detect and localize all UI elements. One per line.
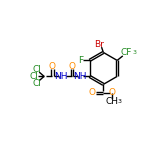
Text: Br: Br [94,40,104,49]
Text: 3: 3 [132,50,136,55]
Text: Cl: Cl [32,79,41,88]
Text: Cl: Cl [29,72,38,81]
Text: O: O [109,88,116,97]
Text: 3: 3 [117,99,121,104]
Text: CF: CF [121,48,132,57]
Text: O: O [89,88,96,97]
Text: Cl: Cl [32,65,41,74]
Text: F: F [78,56,83,65]
Text: O: O [49,62,56,71]
Text: O: O [68,62,75,71]
Text: CH: CH [106,97,119,106]
Text: NH: NH [54,72,68,81]
Text: NH: NH [73,72,87,81]
